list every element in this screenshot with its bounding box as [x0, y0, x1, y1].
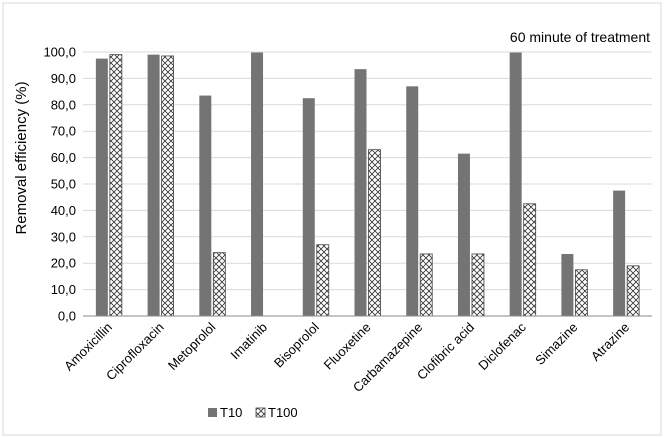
bar-t100: [523, 203, 537, 317]
bar-t100: [626, 265, 640, 317]
y-tick-labels: 0,0 10,0 20,0 30,0 40,0 50,0 60,0 70,0 80,0 90,0 1…: [43, 45, 76, 324]
bar-t10: [302, 98, 315, 316]
y-tick-label: 50,0: [51, 177, 76, 192]
y-tick-label: 0,0: [58, 309, 76, 324]
bar-t10: [147, 54, 160, 316]
y-tick-label: 10,0: [51, 282, 76, 297]
legend-swatch-t10: [208, 408, 217, 417]
y-tick-label: 80,0: [51, 97, 76, 112]
bar-t100: [368, 149, 381, 317]
bar-t10: [251, 52, 264, 316]
bar-t10: [457, 153, 470, 316]
legend-label: T100: [268, 405, 298, 420]
y-tick-label: 40,0: [51, 203, 76, 218]
bar-t10: [354, 69, 367, 316]
y-tick-label: 90,0: [51, 71, 76, 86]
y-tick-label: 30,0: [51, 229, 76, 244]
bar-t10: [199, 95, 212, 316]
bar-t100: [419, 253, 433, 317]
legend-swatch-t100: [255, 407, 266, 418]
bar-t100: [575, 269, 588, 317]
legend-label: T10: [220, 405, 242, 420]
y-tick-label: 70,0: [51, 124, 76, 139]
y-axis-label: Removal efficiency (%): [13, 81, 30, 234]
bars: [95, 52, 640, 317]
bar-t10: [406, 86, 419, 316]
bar-t10: [509, 52, 522, 316]
bar-t10: [613, 190, 626, 316]
bar-t100: [109, 54, 123, 317]
grid-lines: [83, 51, 652, 291]
chart-annotation: 60 minute of treatment: [510, 29, 650, 45]
bar-t100: [161, 55, 174, 317]
y-tick-label: 20,0: [51, 256, 76, 271]
y-tick-label: 60,0: [51, 150, 76, 165]
bar-t100: [471, 253, 485, 317]
y-tick-label: 100,0: [43, 45, 76, 60]
legend: T10 T100: [208, 405, 298, 420]
bar-t100: [316, 244, 330, 317]
bar-t100: [212, 252, 226, 317]
bar-t10: [95, 58, 108, 316]
bar-t10: [561, 253, 574, 316]
